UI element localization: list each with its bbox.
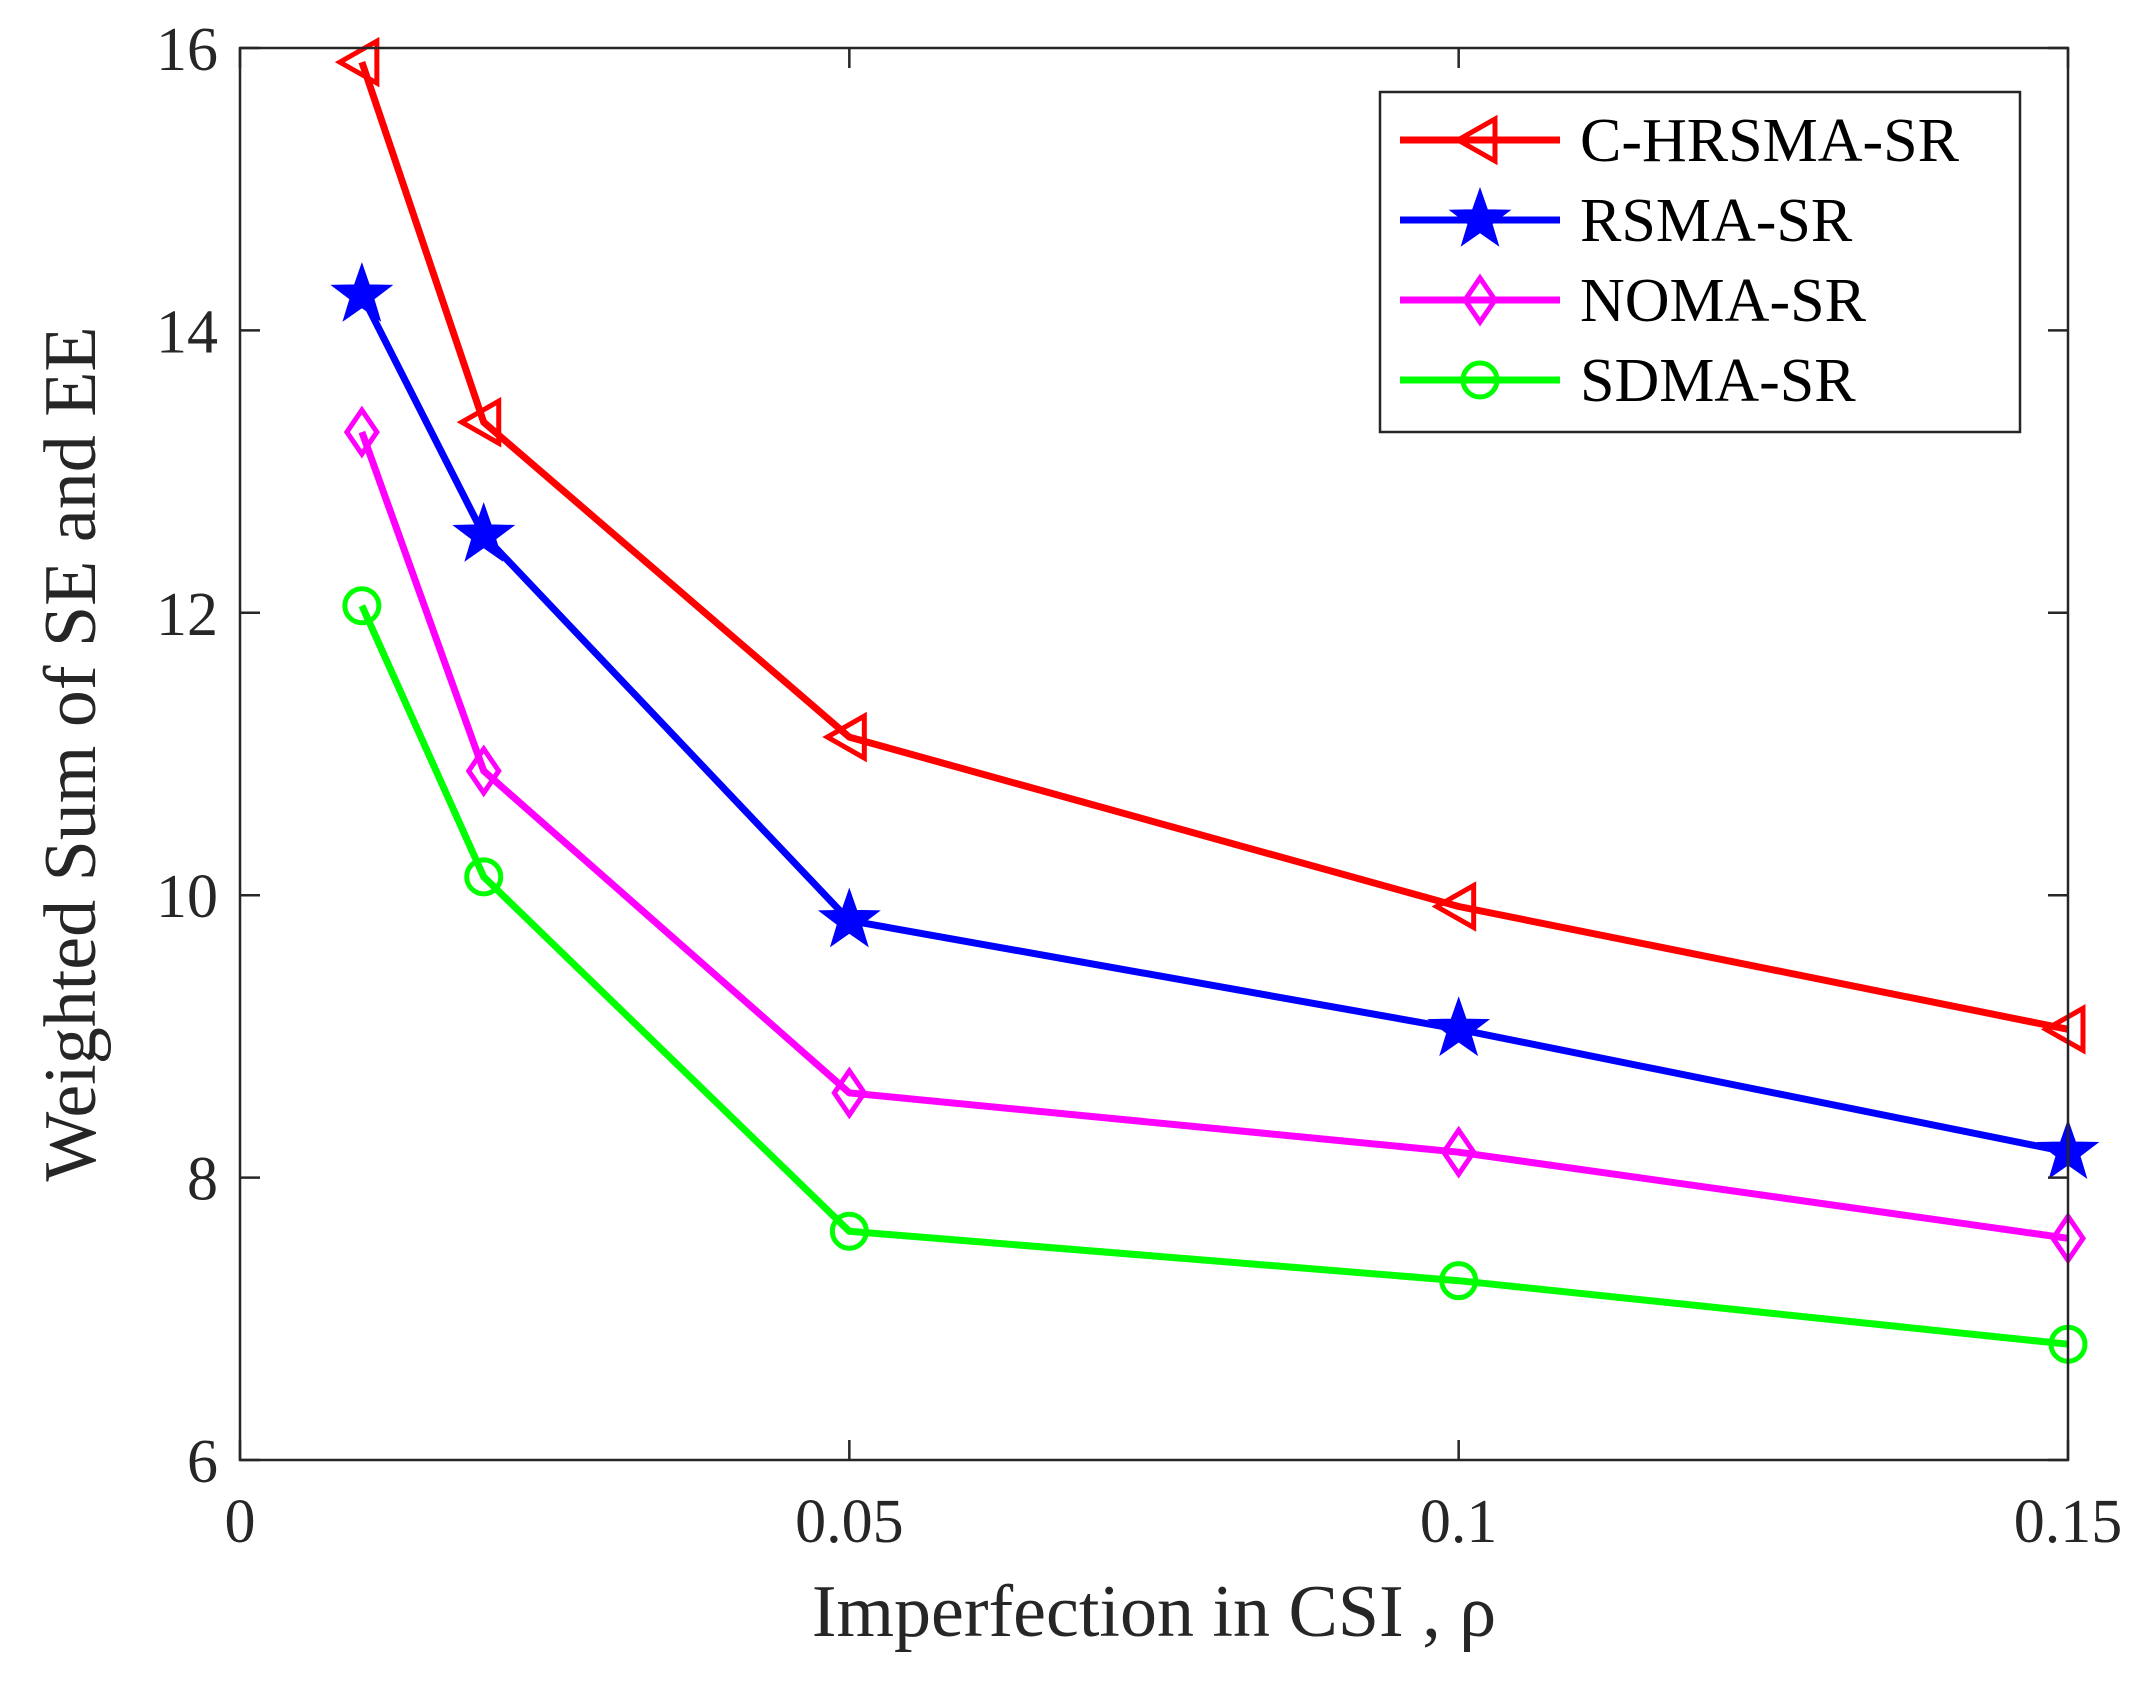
- data-point-sdma-sr: [1439, 1261, 1479, 1301]
- legend-marker-noma-sr: [1461, 273, 1499, 327]
- tick-marks: [238, 46, 2070, 1462]
- y-tick-label: 14: [156, 298, 218, 366]
- y-tick-label: 10: [156, 863, 218, 931]
- tick-labels: 0 0.05 0.1 0.15 6 8 10 12 14 16: [156, 16, 2122, 1556]
- data-point-sdma-sr: [829, 1211, 869, 1251]
- data-point-c-hrsma-sr: [822, 711, 867, 763]
- series-rsma-sr: [330, 262, 2100, 1179]
- y-tick-label: 16: [156, 16, 218, 84]
- data-point-c-hrsma-sr: [1431, 881, 1477, 932]
- y-tick-label: 8: [187, 1146, 218, 1214]
- x-tick-label: 0.05: [795, 1488, 904, 1556]
- legend: C-HRSMA-SR RSMA-SR NOMA-SR SDMA-SR: [1378, 90, 2022, 434]
- series-line-noma-sr: [358, 430, 2069, 1242]
- series-noma-sr: [343, 405, 2087, 1265]
- legend-label-rsma-sr: RSMA-SR: [1580, 187, 1853, 255]
- y-axis-title: Weighted Sum of SE and EE: [30, 326, 112, 1181]
- y-tick-label: 6: [187, 1428, 218, 1496]
- data-point-c-hrsma-sr: [2040, 1004, 2086, 1055]
- plot-frame: [238, 46, 2070, 1462]
- data-point-rsma-sr: [330, 262, 394, 322]
- data-point-sdma-sr: [342, 586, 382, 626]
- legend-label-sdma-sr: SDMA-SR: [1580, 347, 1856, 415]
- data-point-noma-sr: [831, 1066, 868, 1120]
- x-tick-label: 0: [225, 1488, 256, 1556]
- series-line-sdma-sr: [358, 604, 2069, 1348]
- series-layer: [330, 36, 2100, 1364]
- y-tick-label: 12: [156, 581, 218, 649]
- data-point-rsma-sr: [452, 502, 516, 562]
- x-tick-label: 0.1: [1420, 1488, 1498, 1556]
- series-c-hrsma-sr: [334, 36, 2086, 1055]
- legend-marker-rsma-sr: [1448, 186, 1512, 247]
- legend-marker-sdma-sr: [1460, 360, 1500, 400]
- data-point-noma-sr: [343, 405, 380, 459]
- data-point-sdma-sr: [464, 857, 504, 897]
- legend-label-c-hrsma-sr: C-HRSMA-SR: [1580, 107, 1960, 175]
- legend-box: [1378, 90, 2022, 434]
- data-point-c-hrsma-sr: [334, 36, 380, 88]
- data-point-rsma-sr: [1427, 996, 1491, 1057]
- data-point-noma-sr: [1440, 1125, 1477, 1179]
- data-point-noma-sr: [465, 744, 502, 798]
- data-point-rsma-sr: [817, 887, 881, 948]
- legend-label-noma-sr: NOMA-SR: [1580, 267, 1867, 335]
- x-tick-label: 0.15: [2014, 1488, 2123, 1556]
- series-line-c-hrsma-sr: [358, 60, 2069, 1033]
- data-point-c-hrsma-sr: [456, 396, 502, 448]
- legend-marker-c-hrsma-sr: [1452, 114, 1498, 166]
- x-axis-title: Imperfection in CSI , ρ: [812, 1571, 1496, 1653]
